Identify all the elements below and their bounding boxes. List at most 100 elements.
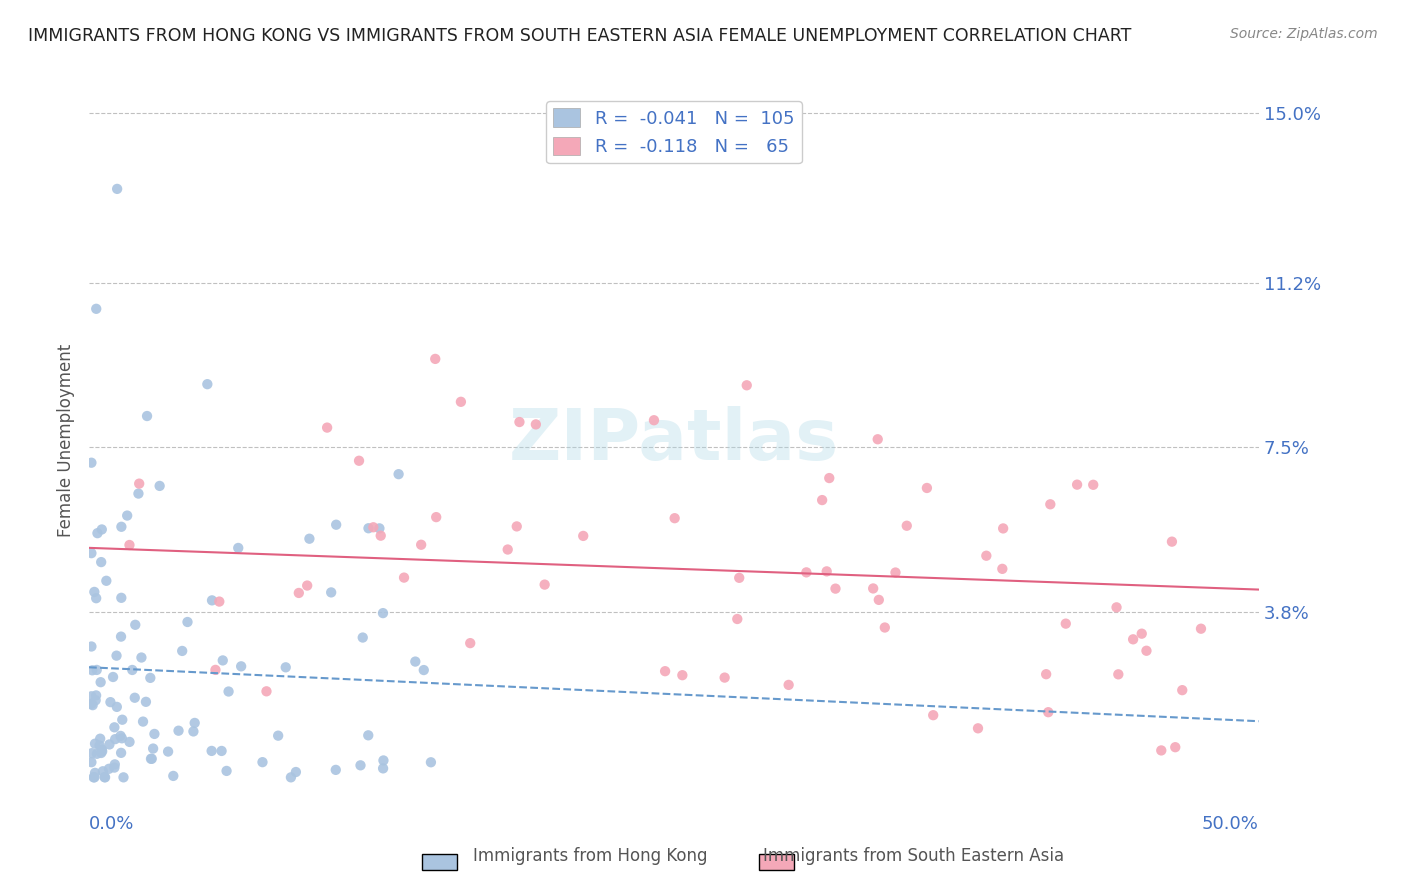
Point bbox=[388, 467, 411, 482]
Point bbox=[664, 511, 686, 525]
Point bbox=[110, 630, 132, 644]
Point bbox=[90, 675, 112, 690]
Point bbox=[1122, 632, 1144, 647]
Point bbox=[818, 471, 841, 485]
Point bbox=[288, 586, 311, 600]
Point bbox=[91, 764, 114, 779]
Point bbox=[991, 562, 1014, 576]
Point bbox=[508, 415, 530, 429]
Point bbox=[896, 518, 918, 533]
Point bbox=[363, 520, 385, 534]
Point bbox=[371, 761, 394, 775]
Point bbox=[371, 606, 394, 620]
Point bbox=[112, 770, 135, 784]
Point bbox=[80, 755, 103, 769]
Point bbox=[298, 532, 321, 546]
Legend: R =  -0.041   N =  105, R =  -0.118   N =   65: R = -0.041 N = 105, R = -0.118 N = 65 bbox=[546, 101, 801, 163]
Point bbox=[252, 755, 274, 769]
Point bbox=[118, 538, 141, 552]
Point bbox=[412, 663, 434, 677]
Point bbox=[104, 757, 127, 772]
Point bbox=[139, 671, 162, 685]
Point bbox=[83, 770, 105, 784]
Point bbox=[1054, 616, 1077, 631]
Point bbox=[572, 529, 595, 543]
Point bbox=[368, 521, 391, 535]
Point bbox=[110, 520, 132, 534]
Point bbox=[90, 555, 112, 569]
Point bbox=[671, 668, 693, 682]
Point bbox=[80, 456, 103, 470]
Point bbox=[1035, 667, 1057, 681]
Text: 0.0%: 0.0% bbox=[89, 815, 135, 833]
Point bbox=[91, 744, 114, 758]
Point bbox=[80, 640, 103, 654]
Point bbox=[128, 476, 150, 491]
Point bbox=[139, 752, 162, 766]
Point bbox=[1105, 600, 1128, 615]
Point bbox=[256, 684, 278, 698]
Point bbox=[284, 764, 307, 779]
Point bbox=[226, 541, 249, 555]
Point bbox=[90, 746, 112, 760]
Point bbox=[211, 744, 233, 758]
Point bbox=[100, 695, 122, 709]
Point bbox=[195, 377, 218, 392]
Point bbox=[868, 593, 890, 607]
Point bbox=[316, 420, 339, 434]
Point bbox=[80, 690, 103, 704]
Point bbox=[824, 582, 846, 596]
Point bbox=[411, 538, 433, 552]
Point bbox=[157, 745, 180, 759]
Point bbox=[142, 741, 165, 756]
Point bbox=[654, 664, 676, 678]
Point bbox=[267, 729, 290, 743]
Point bbox=[425, 351, 447, 366]
Point bbox=[884, 566, 907, 580]
Point bbox=[815, 565, 838, 579]
Point bbox=[162, 769, 184, 783]
Point bbox=[991, 521, 1014, 535]
Point bbox=[118, 735, 141, 749]
Point bbox=[110, 746, 132, 760]
Text: ZIPatlas: ZIPatlas bbox=[509, 406, 839, 475]
Point bbox=[1038, 705, 1060, 719]
Point bbox=[84, 737, 107, 751]
Point bbox=[1066, 477, 1088, 491]
Point bbox=[84, 301, 107, 316]
Point bbox=[208, 594, 231, 608]
Point bbox=[111, 731, 134, 746]
Point bbox=[1189, 622, 1212, 636]
Point bbox=[141, 752, 163, 766]
Point bbox=[735, 378, 758, 392]
Point bbox=[922, 708, 945, 723]
Point bbox=[83, 585, 105, 599]
Point bbox=[347, 454, 370, 468]
Y-axis label: Female Unemployment: Female Unemployment bbox=[58, 344, 75, 537]
Point bbox=[105, 182, 128, 196]
Point bbox=[215, 764, 238, 778]
Point bbox=[796, 566, 818, 580]
Point bbox=[90, 742, 112, 756]
Point bbox=[89, 739, 111, 753]
Point bbox=[89, 731, 111, 746]
Point bbox=[280, 770, 302, 784]
Point bbox=[506, 519, 529, 533]
Point bbox=[425, 510, 447, 524]
Point bbox=[132, 714, 155, 729]
Point bbox=[86, 526, 108, 541]
Point bbox=[172, 644, 194, 658]
Point bbox=[105, 699, 128, 714]
Text: Immigrants from South Eastern Asia: Immigrants from South Eastern Asia bbox=[763, 847, 1064, 865]
Point bbox=[321, 585, 343, 599]
Point bbox=[419, 756, 441, 770]
Point bbox=[86, 747, 108, 761]
Point bbox=[103, 761, 125, 775]
Point bbox=[496, 542, 519, 557]
Point bbox=[1171, 683, 1194, 698]
Point bbox=[1039, 497, 1062, 511]
Point bbox=[110, 729, 132, 743]
Point bbox=[458, 636, 481, 650]
Point bbox=[86, 663, 108, 677]
Point bbox=[131, 650, 153, 665]
